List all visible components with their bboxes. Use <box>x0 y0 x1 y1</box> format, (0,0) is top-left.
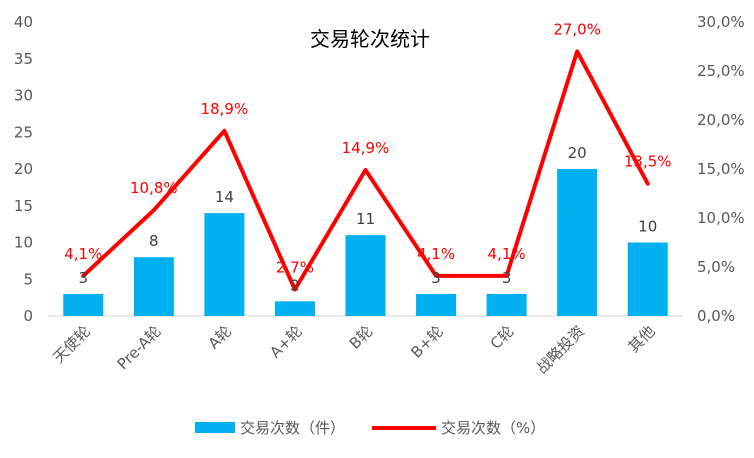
bar-value-label: 20 <box>568 144 587 162</box>
right-axis: 0,0% 5,0% 10,0% 15,0% 20,0% 25,0% 30,0% <box>697 13 745 325</box>
right-tick-label: 0,0% <box>697 307 735 325</box>
bar-value-label: 2 <box>290 276 300 294</box>
bar-value-label: 10 <box>638 218 657 236</box>
category-label: B+轮 <box>407 322 446 361</box>
percent-value-label: 2,7% <box>276 259 314 277</box>
line-point <box>223 130 225 132</box>
bar <box>557 169 598 316</box>
percent-value-label: 4,1% <box>64 245 102 263</box>
category-label: 战略投资 <box>533 322 588 377</box>
left-tick-label: 15 <box>14 197 33 215</box>
percent-value-label: 10,8% <box>130 179 178 197</box>
percent-value-label: 13,5% <box>624 153 672 171</box>
left-tick-label: 30 <box>14 87 33 105</box>
category-labels: 天使轮 Pre-A轮 A轮 A+轮 B轮 B+轮 C轮 战略投资 其他 <box>50 322 659 377</box>
left-tick-label: 20 <box>14 160 33 178</box>
line-point <box>153 209 155 211</box>
percent-labels: 4,1% 10,8% 18,9% 2,7% 14,9% 4,1% 4,1% 27,0% 13,5… <box>64 20 671 276</box>
bar <box>133 257 174 316</box>
bar <box>63 293 104 316</box>
chart-title: 交易轮次统计 <box>310 27 430 51</box>
percent-value-label: 4,1% <box>417 245 455 263</box>
bar <box>486 293 527 316</box>
bar <box>627 242 668 316</box>
line-point <box>576 50 578 52</box>
left-tick-label: 40 <box>14 13 33 31</box>
line-point <box>294 289 296 291</box>
line-point <box>647 183 649 185</box>
right-tick-label: 5,0% <box>697 258 735 276</box>
bar <box>204 213 245 316</box>
percent-value-label: 4,1% <box>488 245 526 263</box>
bar <box>274 301 315 316</box>
legend-swatch-bar <box>195 422 235 433</box>
category-label: 天使轮 <box>50 322 95 367</box>
category-label: Pre-A轮 <box>114 322 165 373</box>
category-label: 其他 <box>625 322 659 356</box>
line-point <box>365 169 366 171</box>
left-axis: 0 5 10 15 20 25 30 35 40 <box>14 13 33 325</box>
category-label: A+轮 <box>266 322 305 361</box>
bar-series <box>63 169 668 316</box>
right-tick-label: 15,0% <box>697 160 745 178</box>
left-tick-label: 10 <box>14 234 33 252</box>
bar-value-label: 8 <box>149 232 159 250</box>
line-point <box>506 275 508 277</box>
bar-value-label: 3 <box>431 269 441 287</box>
line-point <box>82 275 84 277</box>
legend-label-line: 交易次数（%） <box>441 419 545 437</box>
category-label: A轮 <box>205 322 236 353</box>
category-label: B轮 <box>346 322 377 353</box>
line-point <box>435 275 437 277</box>
bar <box>416 293 457 316</box>
percent-value-label: 14,9% <box>342 139 390 157</box>
bar-value-label: 11 <box>356 210 375 228</box>
bar <box>345 235 386 316</box>
legend: 交易次数（件） 交易次数（%） <box>195 419 545 437</box>
left-tick-label: 5 <box>23 270 33 288</box>
left-tick-label: 0 <box>23 307 33 325</box>
bar-labels: 3 8 14 2 11 3 3 20 10 <box>79 144 658 294</box>
category-label: C轮 <box>487 322 518 353</box>
bar-value-label: 3 <box>79 269 89 287</box>
left-tick-label: 35 <box>14 50 33 68</box>
line-series <box>81 49 650 292</box>
right-tick-label: 30,0% <box>697 13 745 31</box>
bar-value-label: 3 <box>502 269 512 287</box>
percent-value-label: 27,0% <box>553 20 601 38</box>
right-tick-label: 25,0% <box>697 62 745 80</box>
right-tick-label: 10,0% <box>697 209 745 227</box>
bar-value-label: 14 <box>215 188 234 206</box>
left-tick-label: 25 <box>14 123 33 141</box>
right-tick-label: 20,0% <box>697 111 745 129</box>
percent-value-label: 18,9% <box>201 100 249 118</box>
legend-label-bar: 交易次数（件） <box>240 419 345 437</box>
